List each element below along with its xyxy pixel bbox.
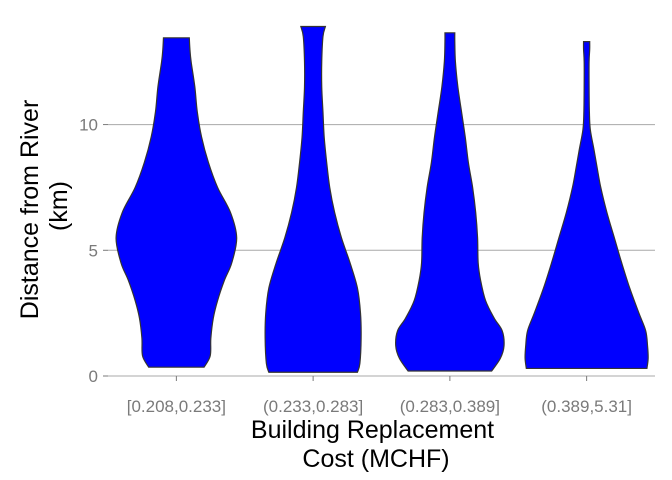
y-tick-label: 10 [79, 116, 98, 135]
x-axis-title-line-1: Building Replacement [251, 416, 494, 444]
x-tick-label: (0.283,0.389] [400, 397, 500, 416]
x-tick-label: [0.208,0.233] [127, 397, 226, 416]
violins [115, 25, 649, 373]
x-tick-label: (0.389,5.31] [541, 397, 632, 416]
violin-4 [524, 41, 649, 370]
y-axis-title-line-1: Distance from River [16, 100, 44, 320]
violin-3 [395, 32, 505, 372]
violin-2 [264, 25, 362, 373]
y-axis-title-line-2: (km) [45, 181, 73, 231]
violin-1 [115, 37, 238, 368]
x-axis-title-line-2: Cost (MCHF) [302, 445, 449, 473]
y-tick-label: 0 [89, 367, 98, 386]
x-tick-label: (0.233,0.283] [263, 397, 363, 416]
x-axis-title: Building Replacement Cost (MCHF) [251, 416, 501, 473]
y-axis-title: Distance from River (km) [16, 93, 73, 319]
y-tick-label: 5 [89, 241, 98, 260]
axis-ticks: 0 5 10 [0.208,0.233] (0.233,0.283] (0.283,0.3… [79, 116, 632, 416]
